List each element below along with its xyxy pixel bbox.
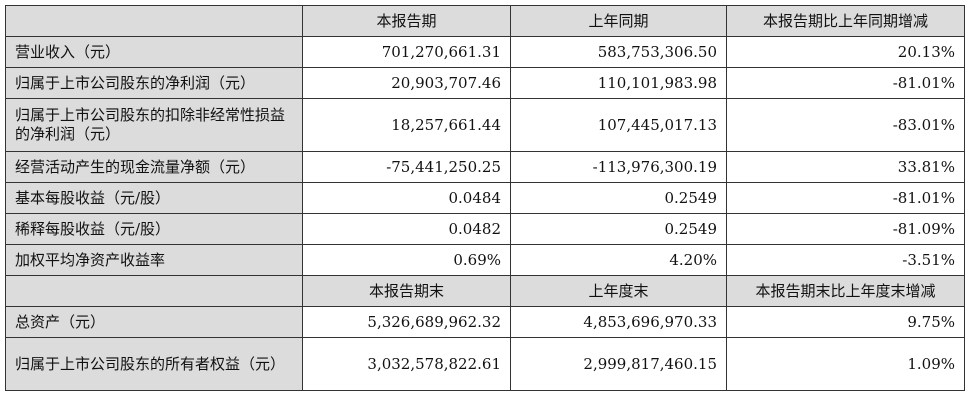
value-cell: 18,257,661.44 (302, 98, 511, 152)
value-cell: -3.51% (726, 244, 965, 276)
value-cell: -113,976,300.19 (510, 151, 727, 183)
table-row: 加权平均净资产收益率 0.69% 4.20% -3.51% (5, 244, 965, 276)
row-label: 经营活动产生的现金流量净额（元） (5, 151, 303, 183)
row-label: 加权平均净资产收益率 (5, 244, 303, 276)
value-cell: -83.01% (726, 98, 965, 152)
table-row: 稀释每股收益（元/股） 0.0482 0.2549 -81.09% (5, 213, 965, 245)
row-label: 归属于上市公司股东的所有者权益（元） (5, 337, 303, 391)
column-header: 本报告期末比上年度末增减 (726, 275, 965, 307)
column-header: 本报告期 (302, 5, 511, 37)
value-cell: 110,101,983.98 (510, 67, 727, 99)
column-header: 上年度末 (510, 275, 727, 307)
header-blank-cell (5, 5, 303, 37)
value-cell: 1.09% (726, 337, 965, 391)
table-row: 经营活动产生的现金流量净额（元） -75,441,250.25 -113,976… (5, 151, 965, 183)
table-row: 归属于上市公司股东的净利润（元） 20,903,707.46 110,101,9… (5, 67, 965, 99)
value-cell: 0.2549 (510, 182, 727, 214)
value-cell: 0.69% (302, 244, 511, 276)
header-blank-cell (5, 275, 303, 307)
row-label: 基本每股收益（元/股） (5, 182, 303, 214)
value-cell: -81.01% (726, 182, 965, 214)
value-cell: 4,853,696,970.33 (510, 306, 727, 338)
table-row: 归属于上市公司股东的扣除非经常性损益的净利润（元） 18,257,661.44 … (5, 98, 965, 152)
value-cell: 20.13% (726, 36, 965, 68)
value-cell: 701,270,661.31 (302, 36, 511, 68)
value-cell: 20,903,707.46 (302, 67, 511, 99)
value-cell: -81.09% (726, 213, 965, 245)
table-row: 基本每股收益（元/股） 0.0484 0.2549 -81.01% (5, 182, 965, 214)
value-cell: -81.01% (726, 67, 965, 99)
value-cell: 2,999,817,460.15 (510, 337, 727, 391)
value-cell: 9.75% (726, 306, 965, 338)
value-cell: -75,441,250.25 (302, 151, 511, 183)
column-header: 本报告期末 (302, 275, 511, 307)
value-cell: 33.81% (726, 151, 965, 183)
value-cell: 3,032,578,822.61 (302, 337, 511, 391)
value-cell: 107,445,017.13 (510, 98, 727, 152)
row-label: 营业收入（元） (5, 36, 303, 68)
table-row: 营业收入（元） 701,270,661.31 583,753,306.50 20… (5, 36, 965, 68)
value-cell: 0.0482 (302, 213, 511, 245)
row-label: 稀释每股收益（元/股） (5, 213, 303, 245)
value-cell: 4.20% (510, 244, 727, 276)
row-label: 总资产（元） (5, 306, 303, 338)
column-header: 本报告期比上年同期增减 (726, 5, 965, 37)
row-label: 归属于上市公司股东的扣除非经常性损益的净利润（元） (5, 98, 303, 152)
table-row: 归属于上市公司股东的所有者权益（元） 3,032,578,822.61 2,99… (5, 337, 965, 391)
value-cell: 583,753,306.50 (510, 36, 727, 68)
value-cell: 5,326,689,962.32 (302, 306, 511, 338)
table-header-row: 本报告期 上年同期 本报告期比上年同期增减 (5, 5, 965, 37)
column-header: 上年同期 (510, 5, 727, 37)
row-label: 归属于上市公司股东的净利润（元） (5, 67, 303, 99)
table-header-row: 本报告期末 上年度末 本报告期末比上年度末增减 (5, 275, 965, 307)
financial-data-table: 本报告期 上年同期 本报告期比上年同期增减 营业收入（元） 701,270,66… (5, 5, 965, 391)
value-cell: 0.2549 (510, 213, 727, 245)
value-cell: 0.0484 (302, 182, 511, 214)
table-row: 总资产（元） 5,326,689,962.32 4,853,696,970.33… (5, 306, 965, 338)
